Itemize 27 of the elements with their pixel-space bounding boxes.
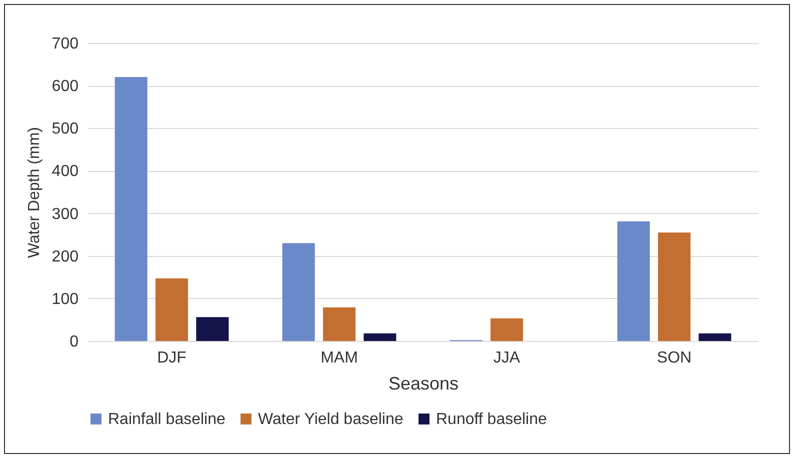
bar bbox=[155, 278, 188, 341]
y-tick-label: 100 bbox=[52, 290, 79, 308]
legend-label: Water Yield baseline bbox=[258, 411, 404, 428]
y-tick-label: 300 bbox=[52, 206, 79, 223]
bar bbox=[282, 243, 315, 341]
bar bbox=[617, 221, 650, 341]
legend-label: Runoff baseline bbox=[436, 411, 547, 428]
x-axis-title: Seasons bbox=[388, 374, 459, 394]
x-tick-label: MAM bbox=[320, 350, 358, 366]
legend-label: Rainfall baseline bbox=[108, 411, 226, 428]
bar bbox=[658, 232, 691, 341]
y-tick-label: 200 bbox=[52, 248, 79, 266]
y-tick-label: 500 bbox=[52, 120, 79, 138]
bar bbox=[196, 317, 229, 341]
x-tick-label: JJA bbox=[493, 350, 520, 366]
y-tick-label: 400 bbox=[52, 163, 79, 180]
x-tick-label: DJF bbox=[157, 350, 187, 366]
y-tick-label: 700 bbox=[52, 36, 79, 52]
bar bbox=[490, 318, 524, 341]
x-tick-label: SON bbox=[656, 350, 692, 366]
y-tick-label: 0 bbox=[70, 334, 79, 350]
bar bbox=[698, 333, 732, 341]
bar bbox=[322, 307, 356, 341]
bar bbox=[114, 77, 148, 341]
y-axis-title: Water Depth (mm) bbox=[26, 127, 43, 258]
bar bbox=[364, 333, 396, 341]
y-tick-label: 600 bbox=[52, 78, 79, 96]
